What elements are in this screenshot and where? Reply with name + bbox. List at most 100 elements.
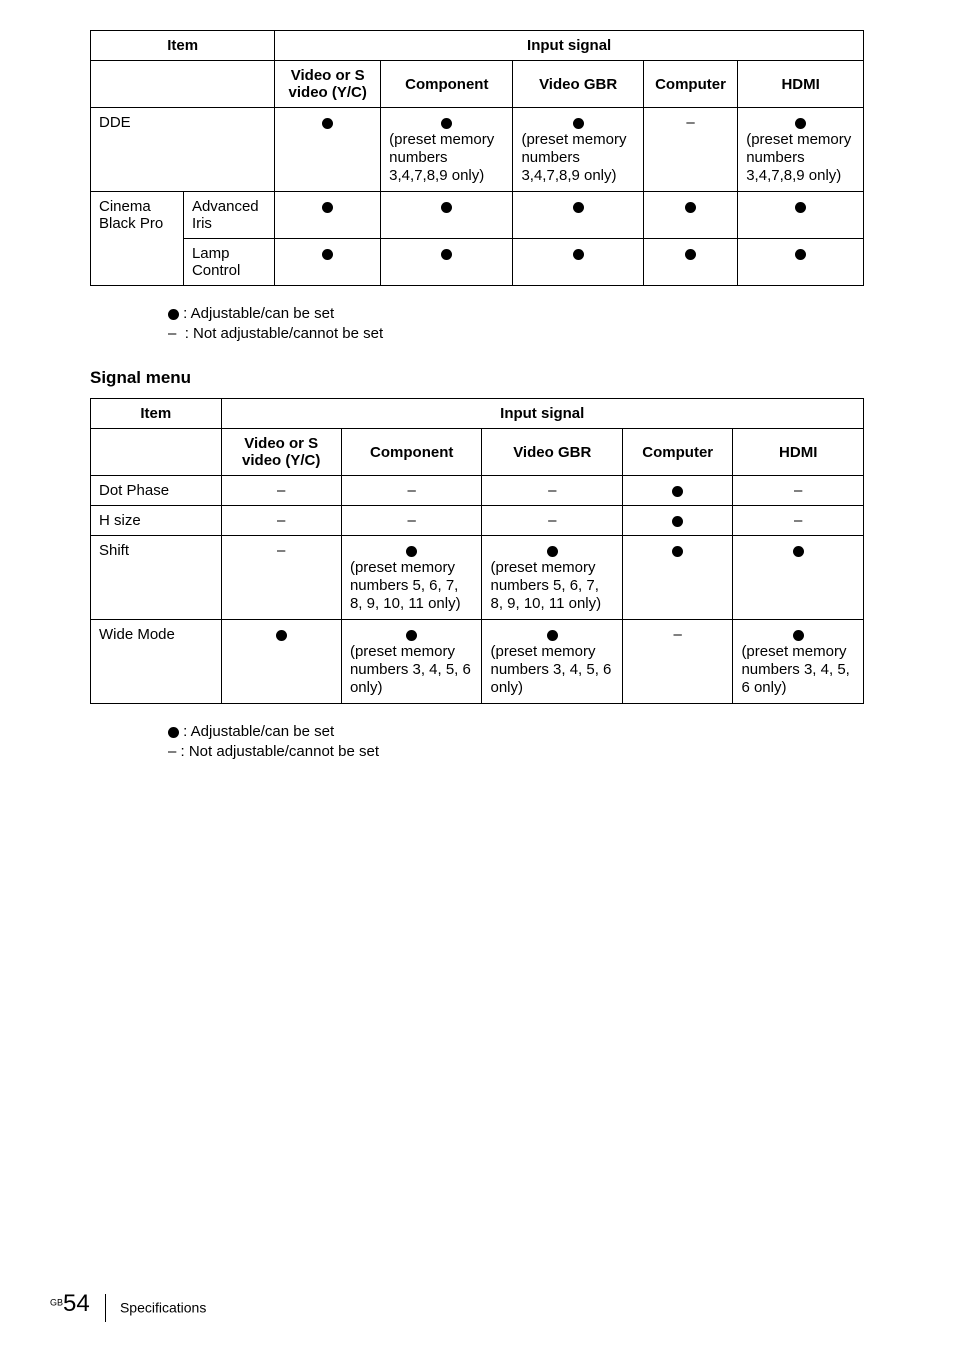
th-input-signal: Input signal [221, 399, 864, 429]
th-item-blank [91, 429, 222, 476]
dot-icon [685, 249, 696, 260]
cell-note: (preset memory numbers 3,4,7,8,9 only) [389, 131, 504, 185]
cell-dde-video-s [275, 108, 381, 192]
dot-icon [685, 202, 696, 213]
cell-wide-hdmi: (preset memory numbers 3, 4, 5, 6 only) [733, 620, 864, 704]
dot-icon [168, 309, 179, 320]
cell-note: (preset memory numbers 3, 4, 5, 6 only) [741, 643, 855, 697]
cell-dash: – [221, 536, 341, 620]
cell-dash: – [221, 506, 341, 536]
cell-dot [643, 192, 737, 239]
cell-dot [513, 239, 643, 286]
cell-note: (preset memory numbers 3,4,7,8,9 only) [521, 131, 634, 185]
legend-2: : Adjustable/can be set – : Not adjustab… [168, 722, 864, 762]
cell-note: (preset memory numbers 5, 6, 7, 8, 9, 10… [350, 559, 474, 613]
signal-menu-heading: Signal menu [90, 368, 864, 388]
table-row: Shift – (preset memory numbers 5, 6, 7, … [91, 536, 864, 620]
cell-h-size: H size [91, 506, 222, 536]
cell-dash: – [733, 506, 864, 536]
cell-dot [623, 536, 733, 620]
dot-icon [672, 486, 683, 497]
cell-advanced-iris: Advanced Iris [183, 192, 274, 239]
cell-dot [733, 536, 864, 620]
cell-dot [623, 476, 733, 506]
cell-shift-video-gbr: (preset memory numbers 5, 6, 7, 8, 9, 10… [482, 536, 623, 620]
th-video-gbr: Video GBR [513, 61, 643, 108]
th-component: Component [381, 61, 513, 108]
footer-divider [105, 1294, 106, 1322]
dot-icon [441, 249, 452, 260]
dot-icon [547, 630, 558, 641]
cell-dot [738, 239, 864, 286]
legend-adjustable: : Adjustable/can be set [183, 305, 334, 322]
dot-icon [793, 546, 804, 557]
page-footer: GB54 Specifications [50, 1290, 206, 1322]
cell-dash: – [482, 506, 623, 536]
th-computer: Computer [623, 429, 733, 476]
cell-dot [275, 192, 381, 239]
th-video-s: Video or S video (Y/C) [275, 61, 381, 108]
dot-icon [795, 202, 806, 213]
dot-icon [322, 249, 333, 260]
th-item: Item [91, 399, 222, 429]
dot-icon [322, 202, 333, 213]
table-row: H size – – – – [91, 506, 864, 536]
dot-icon [795, 249, 806, 260]
cell-cinema-black-pro: Cinema Black Pro [91, 192, 184, 286]
dot-icon [276, 630, 287, 641]
dot-icon [573, 118, 584, 129]
cell-dde-component: (preset memory numbers 3,4,7,8,9 only) [381, 108, 513, 192]
table-picture-menu: Item Input signal Video or S video (Y/C)… [90, 30, 864, 286]
cell-dde-video-gbr: (preset memory numbers 3,4,7,8,9 only) [513, 108, 643, 192]
dot-icon [672, 546, 683, 557]
cell-note: (preset memory numbers 3, 4, 5, 6 only) [490, 643, 614, 697]
legend-adjustable: : Adjustable/can be set [183, 723, 334, 740]
legend-not-adjustable: : Not adjustable/cannot be set [181, 743, 379, 760]
legend-1: : Adjustable/can be set – : Not adjustab… [168, 304, 864, 344]
th-item: Item [91, 31, 275, 61]
cell-dash: – [341, 476, 482, 506]
cell-dde-hdmi: (preset memory numbers 3,4,7,8,9 only) [738, 108, 864, 192]
dot-icon [573, 202, 584, 213]
th-video-s: Video or S video (Y/C) [221, 429, 341, 476]
th-video-gbr: Video GBR [482, 429, 623, 476]
th-input-signal: Input signal [275, 31, 864, 61]
cell-wide-video-gbr: (preset memory numbers 3, 4, 5, 6 only) [482, 620, 623, 704]
dot-icon [441, 118, 452, 129]
cell-dot [275, 239, 381, 286]
dot-icon [573, 249, 584, 260]
footer-page-number: 54 [63, 1290, 90, 1317]
dot-icon [672, 516, 683, 527]
dot-icon [406, 630, 417, 641]
cell-dot [643, 239, 737, 286]
cell-note: (preset memory numbers 3, 4, 5, 6 only) [350, 643, 474, 697]
cell-dash: – [733, 476, 864, 506]
th-hdmi: HDMI [733, 429, 864, 476]
dot-icon [793, 630, 804, 641]
legend-dash: – [168, 325, 176, 342]
cell-dash: – [482, 476, 623, 506]
cell-dot [221, 620, 341, 704]
cell-dash: – [221, 476, 341, 506]
dot-icon [547, 546, 558, 557]
cell-dot [738, 192, 864, 239]
dot-icon [441, 202, 452, 213]
legend-not-adjustable: : Not adjustable/cannot be set [185, 325, 383, 342]
cell-dot [381, 239, 513, 286]
cell-dot [623, 506, 733, 536]
footer-section: Specifications [120, 1300, 206, 1316]
cell-note: (preset memory numbers 5, 6, 7, 8, 9, 10… [490, 559, 614, 613]
table-row: DDE (preset memory numbers 3,4,7,8,9 onl… [91, 108, 864, 192]
table-row: Cinema Black Pro Advanced Iris [91, 192, 864, 239]
legend-dash: – [168, 743, 176, 760]
cell-dot [381, 192, 513, 239]
dot-icon [168, 727, 179, 738]
table-signal-menu: Item Input signal Video or S video (Y/C)… [90, 398, 864, 704]
cell-dot [513, 192, 643, 239]
cell-dash: – [341, 506, 482, 536]
th-item-blank [91, 61, 275, 108]
table-row: Dot Phase – – – – [91, 476, 864, 506]
table-row: Wide Mode (preset memory numbers 3, 4, 5… [91, 620, 864, 704]
cell-dde-label: DDE [91, 108, 275, 192]
th-computer: Computer [643, 61, 737, 108]
